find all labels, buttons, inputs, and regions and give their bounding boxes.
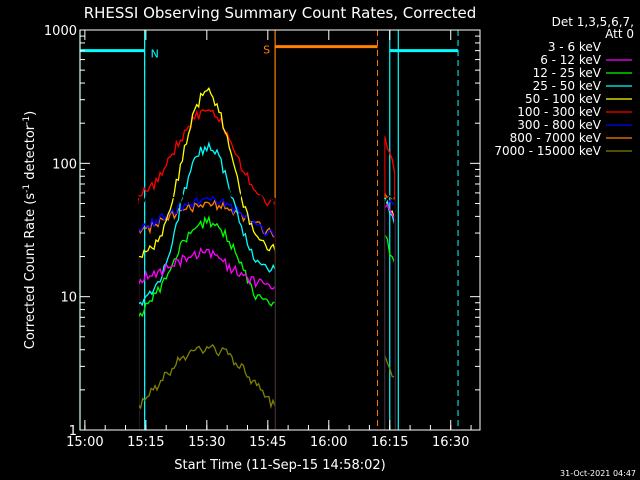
series-line (137, 343, 276, 410)
x-tick-label: 15:15 (127, 435, 164, 450)
series-line (137, 187, 276, 208)
series-line (137, 214, 276, 318)
x-axis: 15:00 15:15 15:30 15:45 16:00 16:15 16:30 (66, 30, 472, 450)
chart-title: RHESSI Observing Summary Count Rates, Co… (84, 4, 477, 22)
legend-label: 100 - 300 keV (517, 105, 601, 119)
flag-label: N (151, 48, 159, 61)
legend-label: 800 - 7000 keV (510, 131, 602, 145)
series-line (137, 195, 276, 238)
series-line (138, 108, 276, 207)
x-tick-label: 15:45 (249, 435, 286, 450)
y-axis-label-end: ) (23, 111, 38, 116)
y-axis: 1 10 100 1000 (44, 24, 480, 439)
legend-label: 50 - 100 keV (525, 92, 602, 106)
series-line (137, 246, 276, 290)
legend-label: 6 - 12 keV (540, 53, 602, 67)
x-tick-label: 16:30 (432, 435, 469, 450)
series-line (384, 355, 395, 378)
legend-label: 12 - 25 keV (533, 66, 602, 80)
legend-header-line1: Det 1,3,5,6,7, (552, 15, 634, 29)
x-tick-label: 16:15 (371, 435, 408, 450)
legend-label: 7000 - 15000 keV (494, 144, 601, 158)
series-line (384, 203, 396, 220)
series-line (138, 87, 276, 259)
plot-frame (79, 29, 481, 431)
y-tick-label: 10 (60, 291, 77, 306)
flag-label: S (263, 44, 270, 57)
legend-header-line2: Att 0 (605, 27, 634, 41)
y-axis-label: Corrected Count Rate (s-1 detector-1) (22, 111, 38, 349)
series-line (384, 136, 396, 173)
y-tick-label: 1000 (44, 24, 77, 39)
x-tick-label: 15:00 (66, 435, 103, 450)
y-axis-label-part: Corrected Count Rate (s (23, 193, 38, 350)
x-tick-label: 16:00 (310, 435, 347, 450)
x-tick-label: 15:30 (188, 435, 225, 450)
legend-label: 3 - 6 keV (548, 40, 602, 54)
legend-label: 25 - 50 keV (533, 79, 602, 93)
y-tick-label: 100 (52, 157, 77, 172)
y-axis-label-sup2: -1 (22, 116, 32, 125)
legend-label: 300 - 800 keV (517, 118, 601, 132)
footer-timestamp: 31-Oct-2021 04:47 (560, 469, 636, 478)
series-line (384, 234, 396, 263)
y-axis-label-mid: detector (23, 124, 38, 184)
series-line (138, 140, 276, 307)
y-tick-label: 1 (69, 424, 77, 439)
x-axis-label: Start Time (11-Sep-15 14:58:02) (174, 458, 385, 473)
y-axis-label-sup1: -1 (22, 184, 32, 193)
series-line (384, 195, 396, 204)
